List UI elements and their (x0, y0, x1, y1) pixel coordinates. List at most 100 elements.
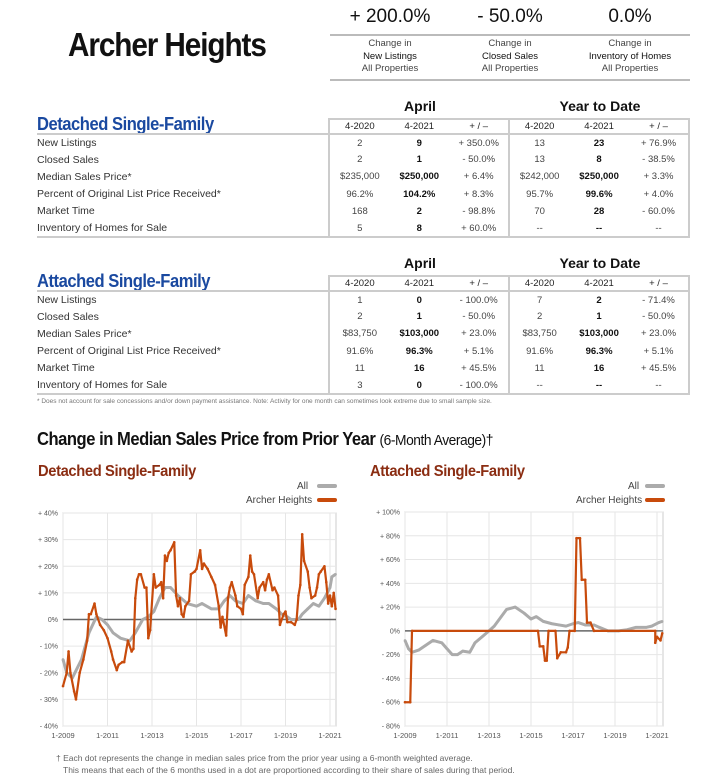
data-point (557, 623, 561, 627)
cell-value: 28 (593, 205, 605, 217)
y-tick-label: - 20% (40, 670, 58, 677)
data-point (210, 607, 213, 611)
data-point (657, 621, 661, 624)
data-point (176, 604, 180, 608)
data-point (580, 578, 584, 582)
data-point (312, 602, 315, 605)
cell-value: 2 (328, 151, 390, 169)
column-header: 4-2020 (328, 118, 390, 134)
data-point (323, 596, 326, 600)
x-tick-label: 1-2021 (645, 731, 668, 740)
summary-stats: + 200.0% Change in New Listings All Proper… (330, 4, 690, 81)
table-row: Closed Sales 2 1 - 50.0% 13 8 - 38.5% (37, 151, 690, 169)
cell-value: - 50.0% (629, 308, 690, 326)
cell-value: 91.6% (328, 342, 390, 360)
row-label: Inventory of Homes for Sale (37, 219, 330, 239)
data-point (308, 586, 311, 589)
attached-price-chart: 1-2009 1-2011 1-2013 1-2015 1-2017 1-2019 1-20… (376, 510, 669, 741)
stat-caption: Change in (488, 38, 532, 49)
data-point (564, 650, 568, 654)
cell-value: $103,000 (579, 328, 619, 340)
data-point (284, 610, 287, 613)
data-point (473, 641, 477, 645)
data-point (317, 572, 321, 576)
data-point (597, 626, 601, 629)
data-point (334, 607, 337, 611)
data-point (132, 647, 135, 651)
data-point (300, 533, 304, 536)
data-point (254, 599, 258, 603)
cell-value: 16 (593, 362, 605, 374)
x-tick-label: 1-2015 (185, 731, 208, 740)
stat-value: 0.0% (608, 6, 652, 27)
legend-local-label: Archer Heights (576, 495, 643, 506)
cell-value: 2 (416, 205, 422, 217)
data-point (538, 645, 542, 648)
data-point (100, 618, 104, 621)
x-tick-label: 1-2017 (561, 731, 584, 740)
stat-scope: All Properties (601, 63, 659, 74)
stat-inventory: 0.0% Change in Inventory of Homes All Prop… (570, 4, 690, 81)
metrics-table: 4-2020 4-2021 + / –4-2020 4-2021 + / – New Li… (37, 275, 690, 396)
cell-value: - 50.0% (462, 154, 496, 166)
cell-value: 2 (328, 132, 390, 152)
data-point (250, 570, 254, 573)
data-point (195, 604, 198, 608)
cell-value: 8 (596, 154, 602, 166)
cell-value: - 71.4% (629, 289, 690, 309)
cell-value: 0 (389, 289, 450, 309)
legend-local-swatch (317, 498, 337, 502)
data-point (313, 594, 317, 597)
data-point (513, 605, 517, 609)
table-row: Inventory of Homes for Sale 5 8 + 60.0% -- --… (37, 219, 690, 239)
data-point (202, 562, 206, 565)
cell-value: 91.6% (508, 342, 570, 360)
data-point (95, 612, 98, 616)
cell-value: 7 (508, 289, 570, 309)
table-row: Percent of Original List Price Received*… (37, 342, 690, 360)
data-point (158, 596, 161, 600)
data-point (213, 583, 217, 587)
y-tick-label: + 20% (38, 564, 58, 571)
table-row: Closed Sales 2 1 - 50.0% 2 1 - 50.0% (37, 308, 690, 326)
data-point (645, 626, 648, 629)
data-point (189, 572, 193, 576)
data-point (655, 635, 659, 639)
data-point (224, 634, 228, 637)
legend-all-label: All (297, 481, 309, 492)
x-tick-label: 1-2009 (51, 731, 74, 740)
data-point (182, 615, 185, 619)
cell-value: 95.7% (508, 185, 570, 203)
stat-metric: Inventory of Homes (588, 50, 672, 62)
x-tick-label: 1-2009 (393, 731, 416, 740)
data-point (223, 599, 226, 603)
table-row: Market Time 11 16 + 45.5% 11 16 + 45.5% (37, 359, 690, 377)
data-point (297, 618, 300, 621)
data-point (139, 572, 143, 576)
data-point (187, 599, 191, 603)
row-label: Median Sales Price* (37, 327, 132, 340)
data-point (332, 591, 336, 595)
cell-value: + 23.0% (629, 325, 690, 343)
data-point (302, 559, 306, 563)
y-tick-label: + 20% (380, 605, 400, 612)
chart-title-detached: Detached Single-Family (38, 463, 196, 480)
column-header: 4-2020 (328, 275, 390, 291)
x-tick-label: 1-2011 (96, 731, 119, 740)
data-point (295, 618, 298, 621)
data-point (159, 580, 163, 584)
row-label: Closed Sales (37, 153, 99, 166)
data-point (247, 594, 250, 597)
data-point (217, 604, 221, 608)
cell-value: -- (629, 219, 690, 239)
data-point (146, 636, 150, 640)
data-point (583, 578, 587, 582)
y-tick-label: + 40% (380, 581, 400, 588)
x-tick-label: 1-2011 (436, 731, 459, 740)
data-point (230, 580, 234, 584)
data-point (403, 639, 407, 642)
data-point (568, 629, 571, 633)
data-point (126, 639, 130, 643)
data-point (178, 596, 182, 600)
data-point (575, 536, 578, 540)
